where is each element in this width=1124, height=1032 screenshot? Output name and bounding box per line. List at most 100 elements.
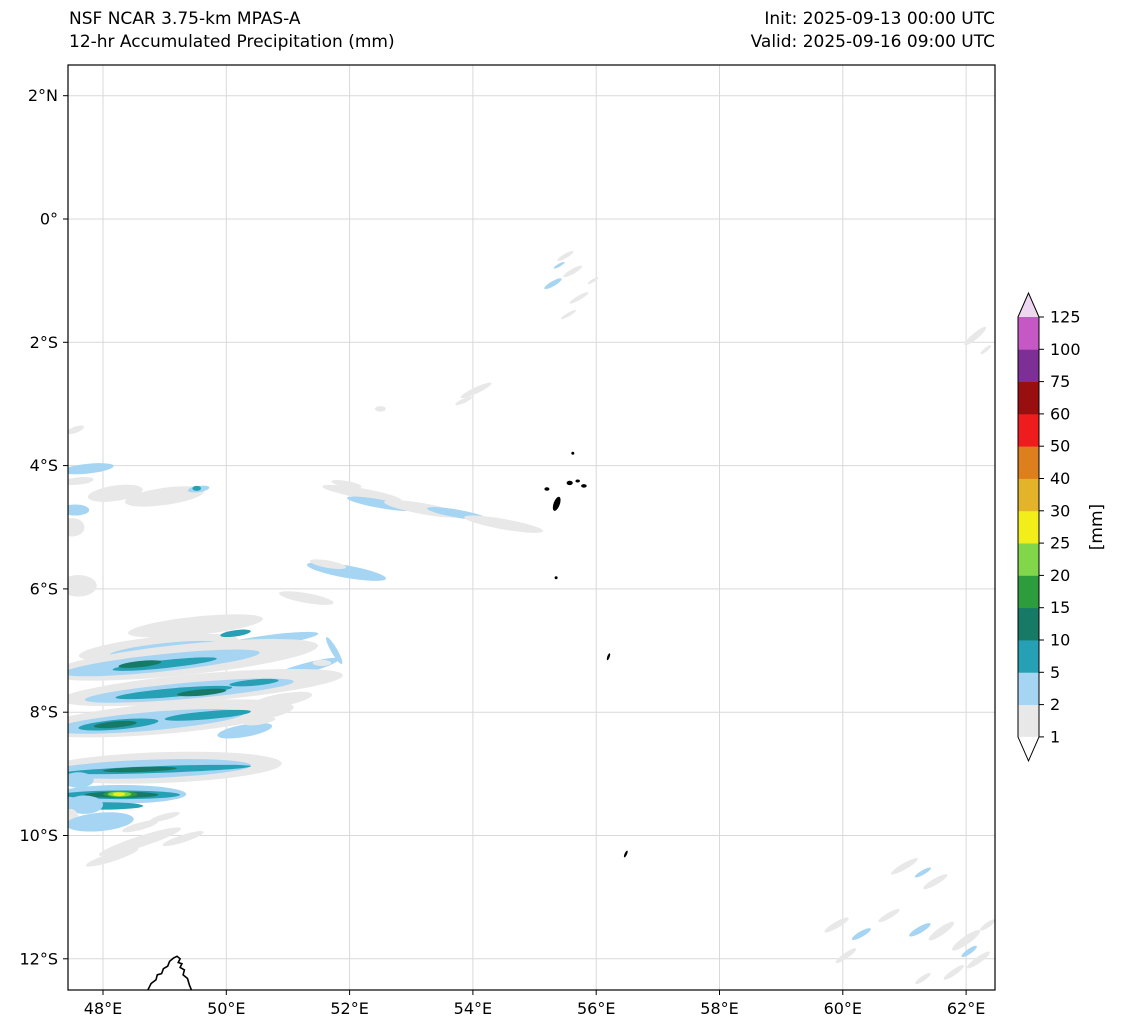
colorbar-tick-label: 60 [1050, 404, 1070, 423]
precip-contour-blob [68, 772, 94, 788]
colorbar-tick-label: 100 [1050, 340, 1081, 359]
precip-contour-blob [68, 463, 114, 475]
precip-contour-blob [192, 485, 201, 491]
precip-contour-blob [309, 559, 347, 570]
valid-time-label: Valid: 2025-09-16 09:00 UTC [750, 32, 995, 52]
x-tick-label: 58°E [700, 999, 738, 1018]
precip-contour-blob [560, 310, 577, 320]
colorbar-tick-label: 25 [1050, 534, 1070, 553]
init-time-label: Init: 2025-09-13 00:00 UTC [764, 9, 995, 29]
plot-title: NSF NCAR 3.75-km MPAS-A [69, 9, 301, 29]
y-tick-label: 10°S [19, 826, 58, 845]
x-tick-label: 56°E [577, 999, 615, 1018]
colorbar-tick-label: 30 [1050, 501, 1070, 520]
island-coastline [554, 576, 558, 580]
precip-contour-blob [928, 921, 955, 941]
precip-contour-blob [115, 685, 233, 700]
colorbar-band [1018, 704, 1039, 738]
precip-contour-blob [587, 277, 599, 284]
precip-contour-blob [980, 919, 995, 931]
precip-contour-blob [455, 396, 473, 406]
colorbar-tick-label: 40 [1050, 469, 1070, 488]
precip-contour-blob [835, 948, 857, 964]
colorbar-tick-label: 15 [1050, 598, 1070, 617]
precip-contour-blob [909, 923, 931, 937]
precip-contour-blob [279, 591, 334, 605]
precip-contour-blob [220, 629, 251, 638]
precip-contour-blob [229, 678, 279, 687]
precip-contour-blob [98, 827, 182, 857]
precip-contour-blob [68, 575, 97, 597]
island-coastline [575, 479, 580, 483]
precip-contour-blob [923, 874, 948, 890]
y-tick-label: 6°S [30, 579, 58, 598]
precip-contour-blob [68, 476, 94, 486]
madagascar-coastline [146, 955, 193, 990]
precip-contour-blob [122, 820, 158, 833]
precip-contour-blob [824, 917, 849, 933]
colorbar-tick-label: 5 [1050, 663, 1060, 682]
precip-contour-blob [217, 722, 273, 739]
precip-contour-blob [563, 265, 583, 278]
precip-contour-blob [553, 261, 565, 269]
precip-contour-blob [569, 292, 589, 304]
precip-field [68, 251, 995, 985]
precip-contour-blob [322, 484, 402, 502]
y-tick-label: 4°S [30, 456, 58, 475]
precip-contour-blob [124, 486, 205, 507]
colorbar-band [1018, 543, 1039, 576]
precip-contour-blob [68, 795, 103, 814]
precip-contour-blob [544, 278, 562, 290]
y-tick-label: 2°S [30, 333, 58, 352]
colorbar-unit-label: [mm] [1087, 504, 1107, 550]
colorbar-tick-label: 10 [1050, 631, 1070, 650]
colorbar-over-arrow [1018, 293, 1039, 317]
run-info-block: Init: 2025-09-13 00:00 UTC Valid: 2025-0… [751, 8, 995, 54]
colorbar-band [1018, 640, 1039, 673]
precip-contour-blob [980, 345, 992, 355]
precip-contour-blob [557, 251, 574, 261]
precip-contour-blob [951, 930, 981, 951]
precip-contour-blob [966, 951, 990, 969]
island-coastline [566, 480, 573, 486]
precip-contour-blob [164, 709, 251, 721]
precip-contour-blob [312, 659, 332, 667]
colorbar-band [1018, 413, 1039, 447]
x-tick-label: 52°E [330, 999, 368, 1018]
precip-contour-blob [460, 382, 492, 399]
colorbar-tick-label: 50 [1050, 437, 1070, 456]
colorbar-band [1018, 446, 1039, 479]
precip-contour-blob [961, 945, 977, 958]
plot-border [67, 64, 996, 991]
colorbar-band [1018, 510, 1039, 544]
y-tick-label: 12°S [19, 949, 58, 968]
precip-contour-blob [851, 928, 871, 941]
x-tick-label: 48°E [84, 999, 122, 1018]
precip-contour-blob [915, 972, 931, 985]
plot-subtitle: 12-hr Accumulated Precipitation (mm) [69, 32, 395, 52]
colorbar-tick-label: 125 [1050, 308, 1081, 327]
colorbar-band [1018, 317, 1039, 350]
precip-contour-blob [93, 720, 137, 729]
precip-contour-blob [914, 867, 931, 878]
precip-contour-blob [68, 425, 85, 435]
precip-contour-blob [128, 614, 263, 638]
precip-contour-blob [68, 504, 90, 516]
island-coastline [552, 496, 561, 511]
precip-contour-blob [176, 688, 227, 697]
precip-contour-blob [374, 406, 386, 412]
precip-contour-blob [890, 858, 918, 875]
colorbar-band [1018, 575, 1039, 609]
colorbar-band [1018, 478, 1039, 512]
colorbar-band [1018, 349, 1039, 382]
precip-contour-blob [103, 766, 177, 773]
precip-contour-blob [149, 812, 180, 822]
y-tick-label: 0° [40, 210, 58, 229]
island-coastline [581, 484, 587, 488]
colorbar-band [1018, 381, 1039, 415]
precip-contour-blob [118, 660, 162, 668]
colorbar-tick-label: 2 [1050, 695, 1060, 714]
precip-contour-blob [68, 812, 134, 832]
